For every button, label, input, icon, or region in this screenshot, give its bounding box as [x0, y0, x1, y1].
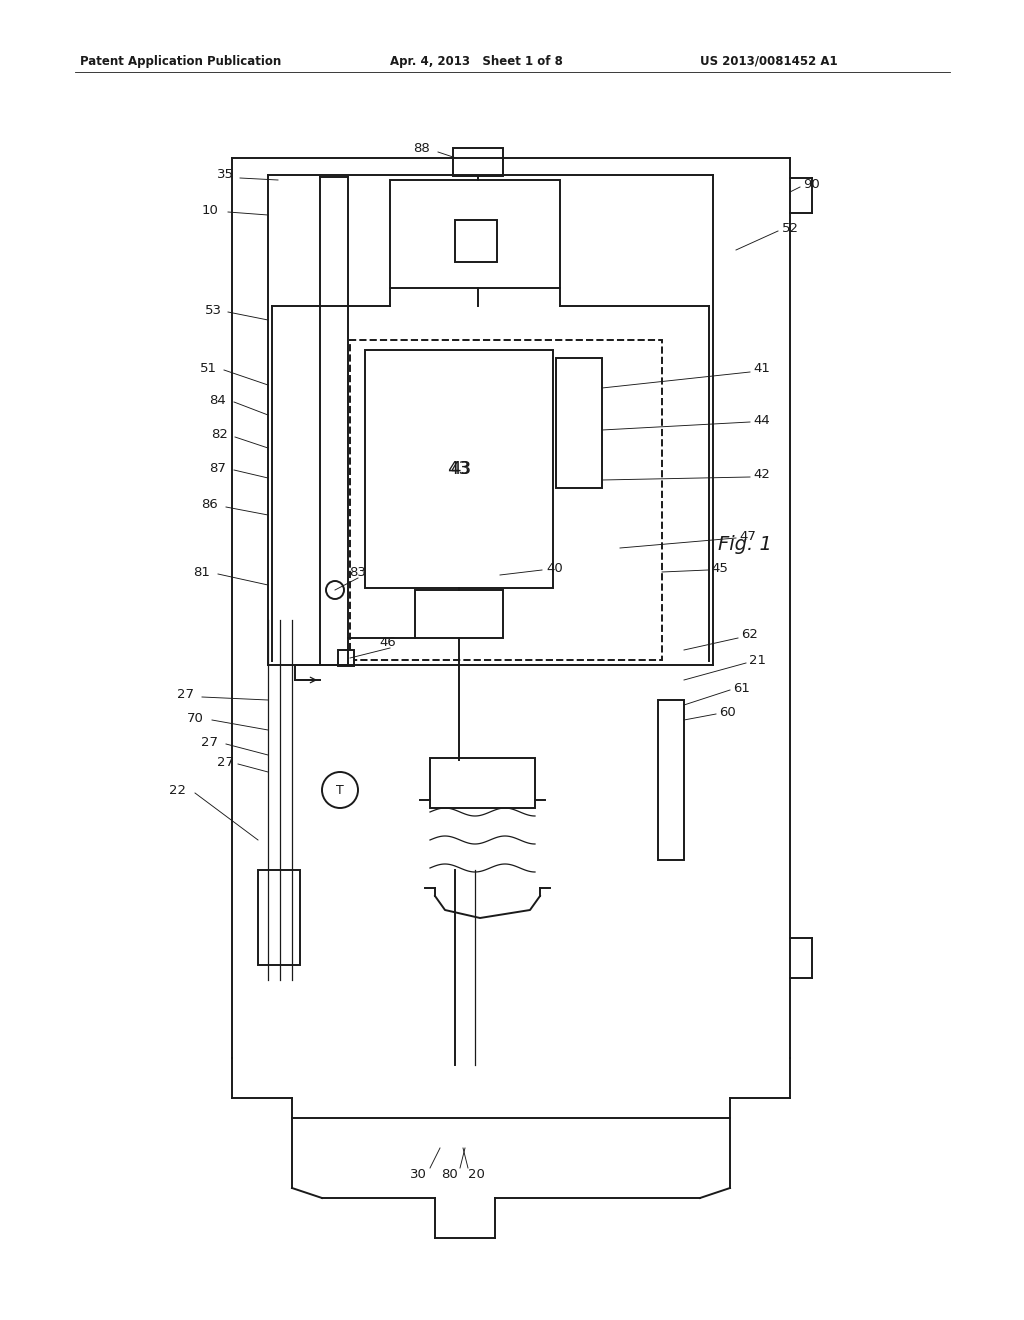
Text: 47: 47: [739, 529, 757, 543]
Text: 80: 80: [441, 1168, 459, 1181]
Bar: [390, 180, 560, 288]
Text: 44: 44: [754, 413, 770, 426]
Text: 88: 88: [414, 141, 430, 154]
Text: 46: 46: [380, 635, 396, 648]
Text: Patent Application Publication: Patent Application Publication: [80, 55, 282, 69]
Text: 45: 45: [712, 561, 728, 574]
Text: US 2013/0081452 A1: US 2013/0081452 A1: [700, 55, 838, 69]
Text: 86: 86: [202, 499, 218, 511]
Text: 10: 10: [202, 203, 218, 216]
Text: 20: 20: [468, 1168, 484, 1181]
Text: 84: 84: [210, 393, 226, 407]
Text: 42: 42: [754, 469, 770, 482]
Text: 22: 22: [170, 784, 186, 796]
Text: 70: 70: [186, 711, 204, 725]
Bar: [658, 700, 684, 861]
Text: 30: 30: [410, 1168, 426, 1181]
Text: T: T: [336, 784, 344, 796]
Text: 83: 83: [349, 565, 367, 578]
Bar: [430, 758, 535, 808]
Text: 21: 21: [750, 653, 767, 667]
Text: Apr. 4, 2013   Sheet 1 of 8: Apr. 4, 2013 Sheet 1 of 8: [390, 55, 563, 69]
Bar: [258, 870, 300, 965]
Text: 43: 43: [447, 459, 470, 478]
Bar: [350, 341, 662, 660]
Text: Fig. 1: Fig. 1: [718, 536, 772, 554]
Text: 51: 51: [200, 362, 216, 375]
Text: 82: 82: [212, 429, 228, 441]
Text: 62: 62: [741, 628, 759, 642]
Text: 27: 27: [176, 689, 194, 701]
Text: 43: 43: [451, 459, 472, 478]
Text: 61: 61: [733, 681, 751, 694]
Text: 52: 52: [781, 222, 799, 235]
Text: 27: 27: [202, 735, 218, 748]
Text: 60: 60: [720, 705, 736, 718]
Text: 35: 35: [216, 169, 233, 181]
Text: 81: 81: [194, 565, 211, 578]
Bar: [455, 220, 497, 261]
Text: 87: 87: [210, 462, 226, 474]
Text: 41: 41: [754, 362, 770, 375]
Text: 40: 40: [547, 561, 563, 574]
Text: 90: 90: [804, 178, 820, 191]
Bar: [556, 358, 602, 488]
Bar: [415, 590, 503, 638]
Bar: [453, 148, 503, 176]
Text: 53: 53: [205, 304, 221, 317]
Text: 27: 27: [216, 755, 233, 768]
Bar: [365, 350, 553, 587]
Bar: [338, 649, 354, 667]
